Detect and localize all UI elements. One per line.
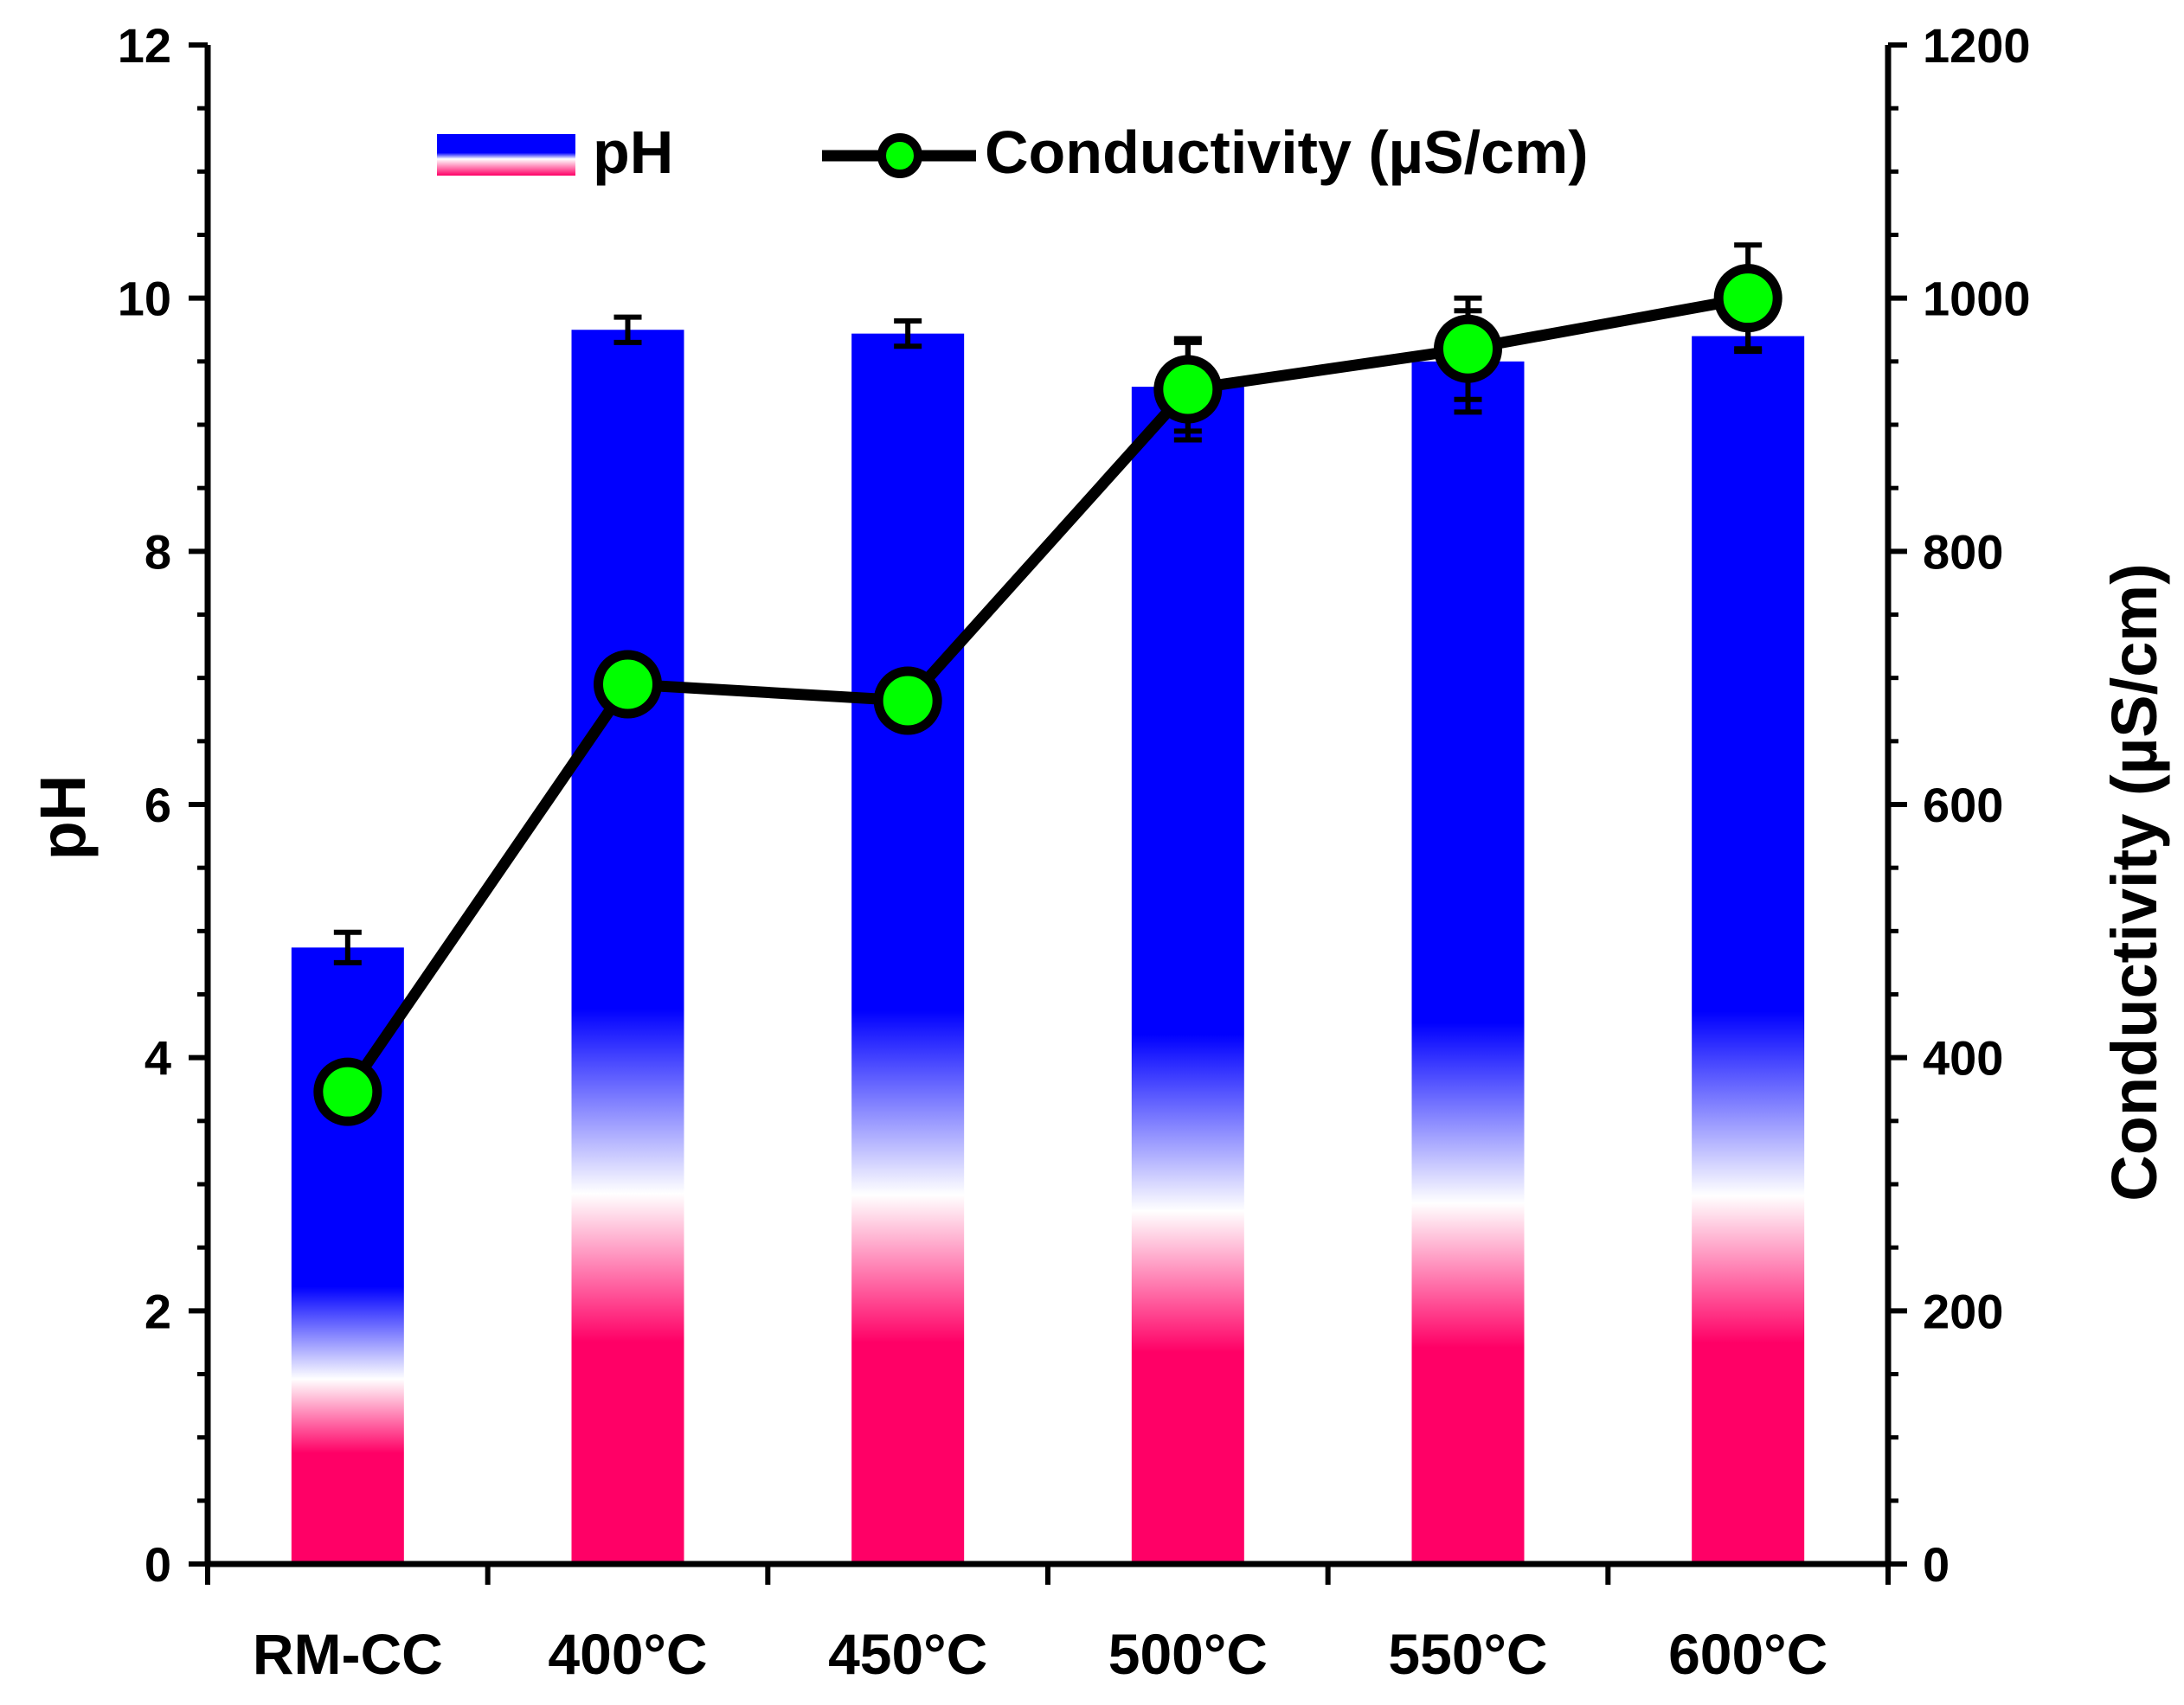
y-right-tick-label: 600 — [1923, 778, 2003, 832]
y-left-tick-label: 0 — [145, 1537, 171, 1592]
legend-ph-swatch — [437, 134, 575, 176]
ph-bar-3 — [1131, 387, 1244, 1565]
y-left-tick-label: 6 — [145, 778, 171, 832]
y-left-tick-label: 2 — [145, 1284, 171, 1338]
x-category-label-1: 400°C — [548, 1622, 707, 1686]
conductivity-point-3 — [1153, 355, 1223, 424]
legend-ph-label: pH — [593, 119, 673, 186]
x-category-label-5: 600°C — [1668, 1622, 1827, 1686]
conductivity-line — [343, 292, 1750, 1095]
y-right-tick-label: 400 — [1923, 1031, 2003, 1086]
y-right-tick-label: 1200 — [1923, 18, 2031, 73]
ph-bar-2 — [851, 333, 965, 1564]
x-category-label-2: 450°C — [828, 1622, 987, 1686]
x-category-label-4: 550°C — [1388, 1622, 1547, 1686]
ph-bar-0 — [291, 947, 404, 1564]
conductivity-point-0 — [313, 1057, 382, 1126]
y-axis-left-title: pH — [27, 775, 99, 861]
conductivity-point-5 — [1713, 264, 1783, 333]
ph-bar-5 — [1692, 336, 1805, 1565]
ph-bars — [291, 308, 1805, 1565]
y-right-tick-label: 200 — [1923, 1284, 2003, 1338]
y-right-tick-label: 1000 — [1923, 272, 2031, 326]
conductivity-point-4 — [1434, 314, 1502, 383]
legend-conductivity-marker — [877, 133, 922, 178]
ph-bar-1 — [571, 330, 684, 1564]
legend-conductivity-label: Conductivity (µS/cm) — [985, 119, 1589, 186]
axes: 0 2 4 6 8 10 12 0 200 400 600 800 1000 1200 RM-CC 400°C… — [118, 18, 2031, 1686]
y-right-tick-label: 800 — [1923, 524, 2003, 579]
y-left-tick-label: 10 — [118, 272, 171, 326]
conductivity-series — [313, 242, 1783, 1126]
y-left-tick-label: 12 — [118, 18, 171, 73]
legend: pH Conductivity (µS/cm) — [437, 119, 1589, 186]
y-left-tick-label: 4 — [145, 1031, 171, 1086]
y-right-tick-label: 0 — [1923, 1537, 1950, 1592]
conductivity-point-2 — [873, 666, 942, 735]
conductivity-point-1 — [594, 650, 662, 719]
y-left-tick-label: 8 — [145, 524, 171, 579]
x-category-label-3: 500°C — [1108, 1622, 1268, 1686]
ph-bar-4 — [1411, 361, 1525, 1564]
x-category-label-0: RM-CC — [253, 1622, 443, 1686]
y-axis-right-title: Conductivity (µS/cm) — [2098, 563, 2170, 1201]
